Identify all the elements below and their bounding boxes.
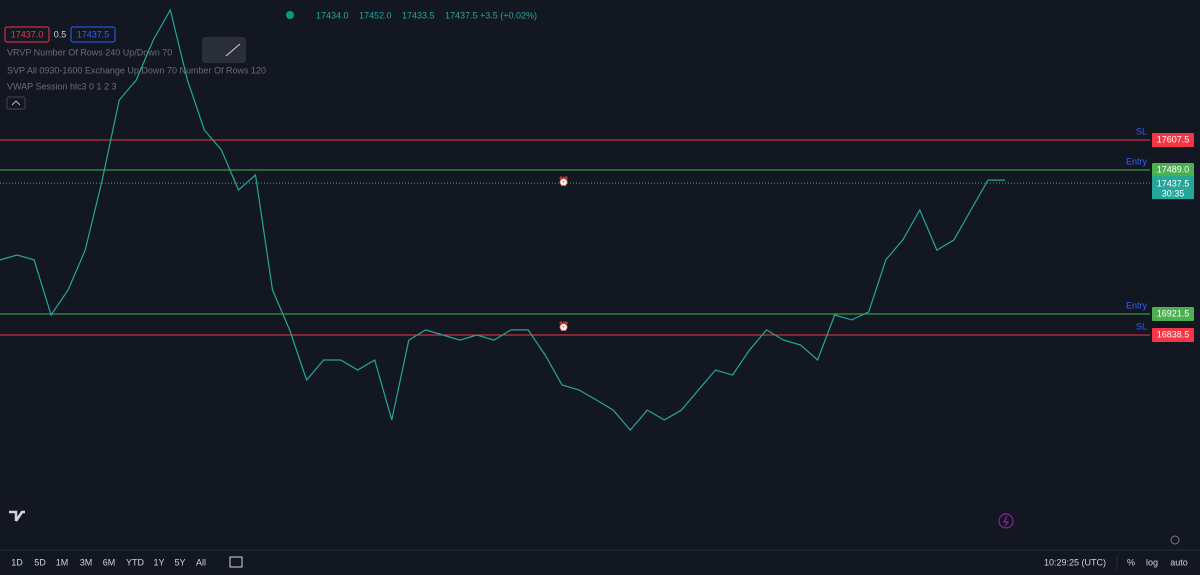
flash-icon[interactable]	[998, 513, 1014, 529]
open: 17434.0	[316, 10, 349, 20]
timeframe-button[interactable]: 1M	[56, 557, 69, 567]
indicator-list: VRVP Number Of Rows 240 Up/Down 70 SVP A…	[7, 47, 266, 91]
timeframe-button[interactable]: 6M	[103, 557, 116, 567]
level-tag: SL	[1136, 321, 1147, 331]
price-label-box	[1152, 328, 1194, 342]
sell-button[interactable]	[4, 26, 50, 43]
timeframe-button[interactable]: All	[196, 557, 206, 567]
price-label: 17489.0	[1157, 164, 1190, 174]
change: +3.5 (+0.02%)	[480, 10, 537, 20]
timeframe-button[interactable]: 3M	[80, 557, 93, 567]
low: 17433.5	[402, 10, 435, 20]
spread: 0.5	[54, 29, 67, 39]
settings-icon[interactable]	[1170, 535, 1180, 545]
price-label: 16838.5	[1157, 329, 1190, 339]
levels: SL 17607.5 Entry 17489.0 Entry 16921.5 SL 16838…	[0, 126, 1194, 342]
high: 17452.0	[359, 10, 392, 20]
indicator[interactable]: VRVP Number Of Rows 240 Up/Down 70	[7, 47, 172, 57]
clock: 10:29:25 (UTC)	[1044, 557, 1106, 567]
level-tag: SL	[1136, 126, 1147, 136]
logo-mark	[9, 510, 25, 522]
indicator[interactable]: VWAP Session hlc3 0 1 2 3	[7, 81, 117, 91]
price-label-box	[1152, 306, 1194, 321]
timeframe-button[interactable]: YTD	[126, 557, 145, 567]
timeframe-button[interactable]: 5D	[34, 557, 46, 567]
alert-icon[interactable]: ⏰	[558, 175, 569, 186]
bottom-toolbar: 1D 5D 1M 3M 6M YTD 1Y 5Y All% log auto	[11, 557, 1188, 567]
collapse-button[interactable]	[6, 96, 26, 110]
price-line	[0, 8, 1005, 432]
scale-option[interactable]: %	[1127, 557, 1135, 567]
current-price: 17437.5	[1157, 178, 1190, 188]
timeframe-button[interactable]: 1Y	[153, 557, 164, 567]
price-label: 16921.5	[1157, 308, 1190, 318]
alert-icon[interactable]: ⏰	[558, 320, 569, 331]
level-tag: Entry	[1126, 300, 1148, 310]
price-label: 17607.5	[1157, 134, 1190, 144]
price-series	[0, 8, 1005, 432]
scale-option[interactable]: log	[1146, 557, 1158, 567]
status-dot	[286, 11, 294, 19]
buy-price[interactable]: 17437.5	[77, 29, 110, 39]
timeframe-button[interactable]: 1D	[11, 557, 23, 567]
level-tag: Entry	[1126, 156, 1148, 166]
legend: 17434.0 17452.0 17433.5 17437.5 +3.5 (+0…	[316, 10, 537, 20]
timeframe-button[interactable]: 5Y	[174, 557, 185, 567]
trendline-icon[interactable]	[225, 43, 241, 57]
indicator[interactable]: SVP All 0930-1600 Exchange Up/Down 70 Nu…	[7, 65, 266, 75]
close: 17437.5	[445, 10, 478, 20]
collapse-icon	[11, 100, 21, 106]
countdown: 30:35	[1162, 188, 1185, 198]
drawing-toolbar[interactable]	[202, 37, 246, 63]
scale-option[interactable]: auto	[1170, 557, 1188, 567]
price-label-box	[1152, 133, 1194, 147]
current-price-box	[1152, 176, 1194, 200]
sell-price[interactable]: 17437.0	[11, 29, 44, 39]
flash-bolt	[1003, 515, 1009, 527]
date-range-icon[interactable]	[229, 556, 243, 568]
buy-button[interactable]	[70, 26, 116, 43]
price-label-box	[1152, 163, 1194, 178]
